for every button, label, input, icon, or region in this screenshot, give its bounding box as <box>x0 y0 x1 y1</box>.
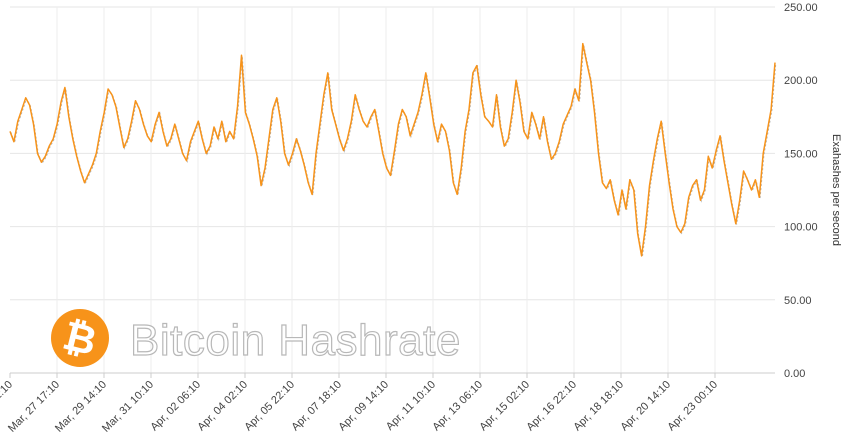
y-gridlines <box>10 6 775 301</box>
y-tick-label: 200.00 <box>784 75 818 87</box>
y-tick-label: 250.00 <box>784 2 818 14</box>
y-tick-label: 50.00 <box>784 295 812 307</box>
x-tick-label: Apr, 23 00:10 <box>665 379 720 434</box>
bitcoin-logo-icon <box>51 309 109 367</box>
y-axis-ticks: 0.00 50.00 100.00 150.00 200.00 250.00 <box>784 2 818 380</box>
y-tick-label: 100.00 <box>784 222 818 234</box>
hashrate-series-line <box>9 42 776 257</box>
bitcoin-hashrate-watermark: ₿ Bitcoin Hashrate <box>51 309 461 367</box>
series-shadow-line <box>10 44 777 257</box>
y-tick-label: 0.00 <box>784 368 805 380</box>
y-tick-label: 150.00 <box>784 148 818 160</box>
series-layer <box>9 42 777 257</box>
y-axis-label: Exahashes per second <box>830 134 842 246</box>
x-tick-label: Apr, 09 14:10 <box>336 379 391 434</box>
x-gridlines <box>9 7 716 378</box>
watermark-text: Bitcoin Hashrate <box>130 316 461 365</box>
